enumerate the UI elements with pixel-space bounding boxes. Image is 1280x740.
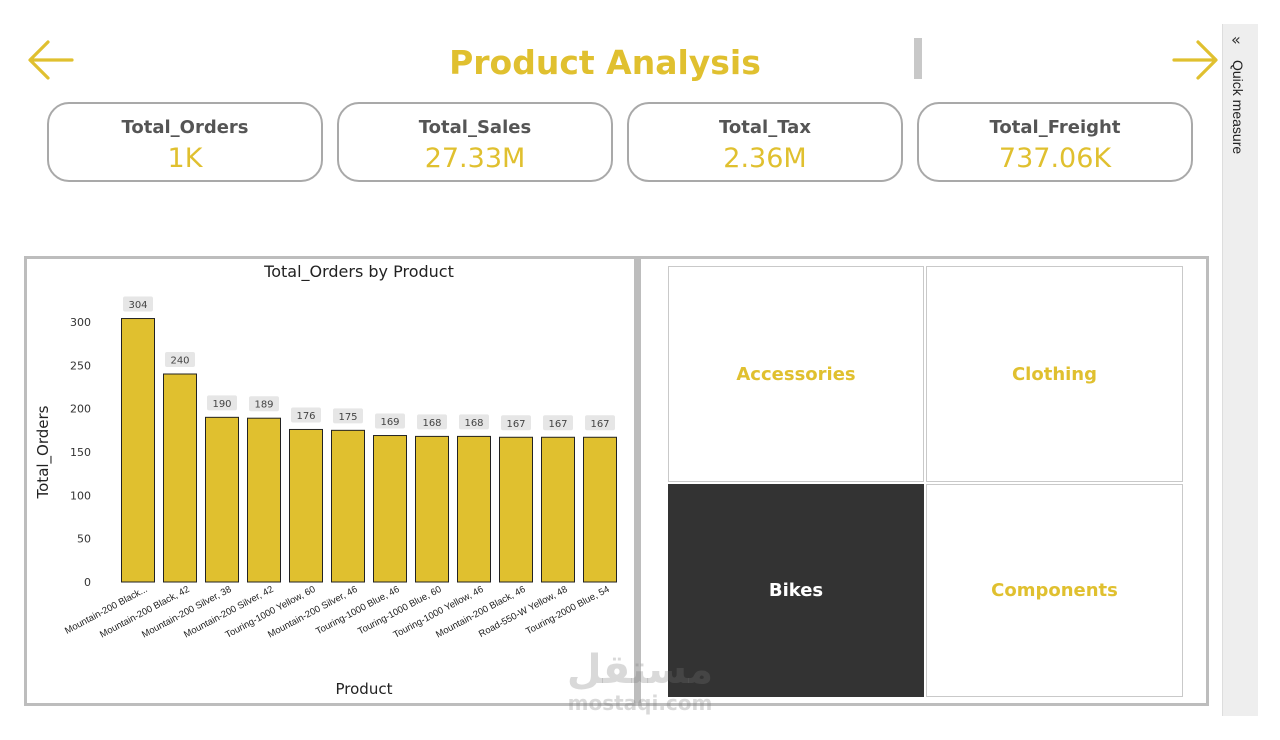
data-label: 190 xyxy=(212,399,231,410)
data-label-bg xyxy=(459,414,489,430)
data-label: 175 xyxy=(338,412,357,423)
data-label: 167 xyxy=(548,419,567,430)
kpi-label: Total_Freight xyxy=(989,117,1121,138)
data-label-bg xyxy=(417,414,447,430)
data-label: 189 xyxy=(254,400,273,411)
bar xyxy=(163,373,197,583)
y-tick-label: 50 xyxy=(77,533,91,546)
data-label-bg xyxy=(501,415,531,431)
chart-title: Total_Orders by Product xyxy=(263,262,454,282)
data-label-bg xyxy=(375,413,405,429)
kpi-value: 27.33M xyxy=(424,143,526,174)
data-label-bg xyxy=(333,408,363,424)
kpi-value: 2.36M xyxy=(723,143,807,174)
data-label-bg xyxy=(165,352,195,367)
data-label: 176 xyxy=(296,411,315,422)
orders-by-product-chart[interactable]: Total_Orders by Product Product Total_Or… xyxy=(24,256,637,706)
title-divider xyxy=(914,38,922,79)
kpi-card-total-tax: Total_Tax 2.36M xyxy=(627,102,903,182)
kpi-label: Total_Tax xyxy=(719,117,811,138)
kpi-value: 1K xyxy=(167,143,203,174)
data-label-bg xyxy=(123,296,153,312)
data-label: 240 xyxy=(170,356,189,367)
y-tick-label: 300 xyxy=(70,316,91,329)
bar xyxy=(583,436,617,583)
data-label: 304 xyxy=(128,300,147,311)
bar-chart-svg: Total_Orders by Product Product Total_Or… xyxy=(34,262,617,698)
y-tick-label: 250 xyxy=(70,359,91,372)
category-tile-accessories[interactable]: Accessories xyxy=(668,266,924,482)
data-label: 167 xyxy=(590,419,609,430)
y-tick-label: 0 xyxy=(84,576,91,589)
data-label-bg xyxy=(585,415,615,431)
back-button[interactable] xyxy=(26,36,76,86)
bar xyxy=(331,429,365,583)
data-label-bg xyxy=(207,395,237,411)
bar xyxy=(121,318,155,583)
bar xyxy=(289,428,323,583)
quick-measure-label[interactable]: Quick measure xyxy=(1230,60,1246,155)
bar xyxy=(247,417,281,583)
category-tile-clothing[interactable]: Clothing xyxy=(926,266,1183,482)
bar xyxy=(499,436,533,583)
x-axis-label: Product xyxy=(336,680,393,698)
y-tick-label: 200 xyxy=(70,403,91,416)
arrow-right-icon xyxy=(1172,40,1218,80)
data-label: 168 xyxy=(464,418,483,429)
page-title: Product Analysis xyxy=(449,43,761,82)
y-tick-label: 150 xyxy=(70,446,91,459)
kpi-card-total-sales: Total_Sales 27.33M xyxy=(337,102,613,182)
bar xyxy=(457,435,491,583)
kpi-card-total-freight: Total_Freight 737.06K xyxy=(917,102,1193,182)
data-label: 169 xyxy=(380,417,399,428)
kpi-value: 737.06K xyxy=(998,143,1112,174)
double-chevron-left-icon[interactable]: « xyxy=(1231,30,1241,49)
data-label-bg xyxy=(249,396,279,412)
arrow-left-icon xyxy=(28,40,74,80)
bar xyxy=(205,416,239,583)
y-tick-label: 100 xyxy=(70,489,91,502)
bar xyxy=(541,436,575,583)
data-label: 168 xyxy=(422,418,441,429)
bar xyxy=(373,435,407,583)
category-tile-components[interactable]: Components xyxy=(926,484,1183,697)
category-panel: Accessories Clothing Bikes Components xyxy=(637,256,1209,706)
kpi-card-total-orders: Total_Orders 1K xyxy=(47,102,323,182)
kpi-label: Total_Orders xyxy=(121,117,249,138)
quick-measure-pane[interactable]: « Quick measure xyxy=(1222,24,1258,716)
data-label: 167 xyxy=(506,419,525,430)
data-label-bg xyxy=(543,415,573,431)
y-axis-label: Total_Orders xyxy=(34,405,53,499)
forward-button[interactable] xyxy=(1170,36,1220,86)
bar xyxy=(415,435,449,583)
kpi-label: Total_Sales xyxy=(418,117,532,138)
category-tile-bikes[interactable]: Bikes xyxy=(668,484,924,697)
data-label-bg xyxy=(291,407,321,423)
